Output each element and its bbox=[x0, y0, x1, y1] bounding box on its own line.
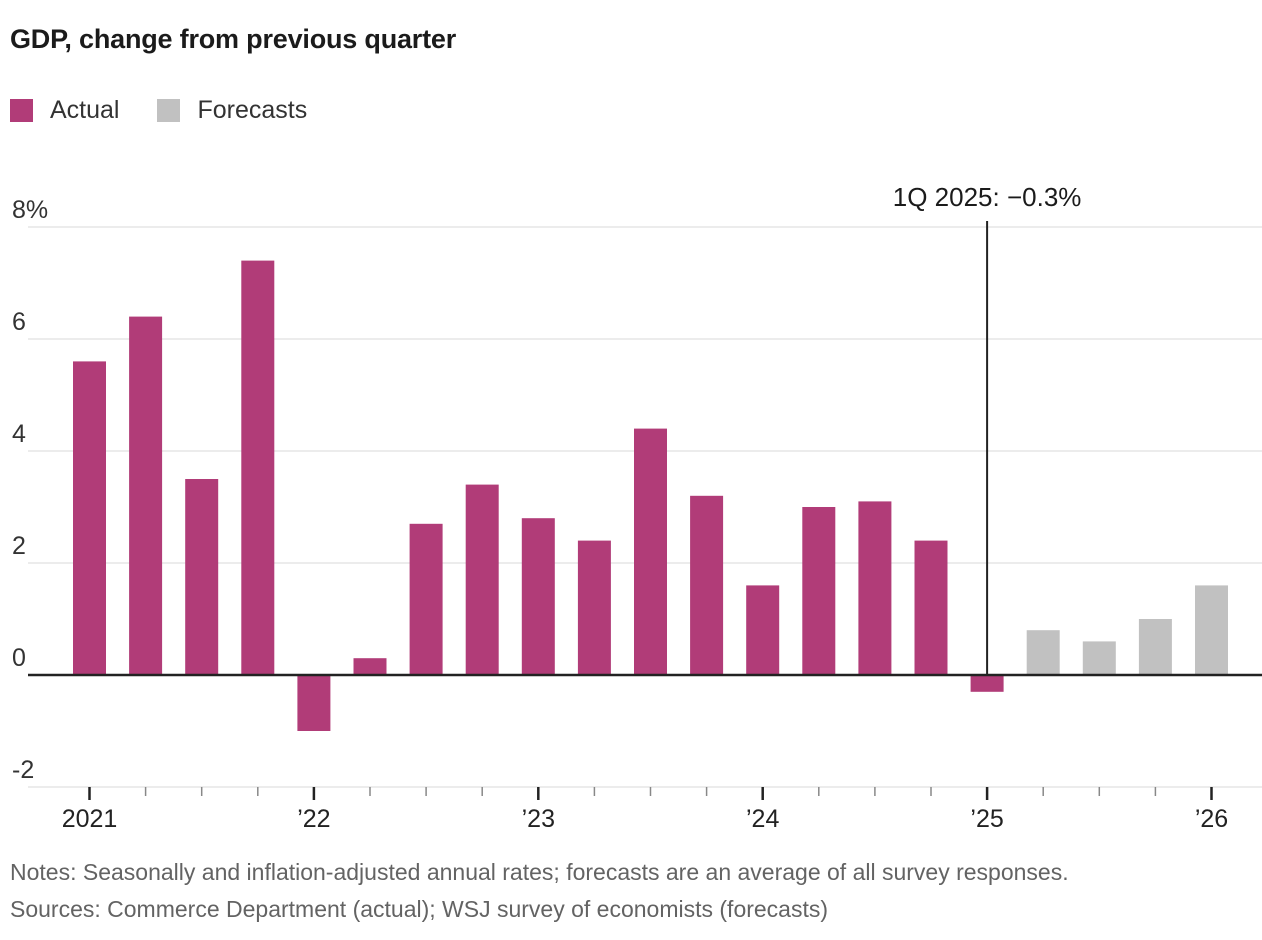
x-axis-label--24: ’24 bbox=[746, 805, 779, 833]
bar-forecasts-2025-q2 bbox=[1026, 630, 1060, 675]
legend-item-forecasts: Forecasts bbox=[157, 96, 307, 125]
bar-actual-2021-q1 bbox=[73, 361, 106, 675]
forecasts-swatch-icon bbox=[157, 99, 181, 122]
bar-forecasts-2025-q3 bbox=[1082, 641, 1116, 675]
bar-actual-2024-q3 bbox=[858, 501, 892, 675]
actual-swatch-icon bbox=[10, 99, 33, 122]
notes-text: Notes: Seasonally and inflation-adjusted… bbox=[10, 859, 1069, 885]
bar-actual-2022-q4 bbox=[465, 484, 499, 675]
x-axis-label--26: ’26 bbox=[1195, 805, 1228, 833]
sources-text: Sources: Commerce Department (actual); W… bbox=[10, 896, 829, 922]
y-axis-label-8: 8% bbox=[12, 196, 48, 224]
bar-actual-2025-q1 bbox=[970, 675, 1004, 692]
bar-actual-2023-q1 bbox=[521, 518, 555, 675]
annotation-label: 1Q 2025: −0.3% bbox=[893, 182, 1082, 212]
bar-actual-2024-q4 bbox=[914, 540, 948, 675]
x-axis-label--22: ’22 bbox=[297, 805, 330, 833]
y-axis-label-4: 4 bbox=[12, 420, 26, 448]
y-axis-label--2: -2 bbox=[12, 756, 34, 784]
bar-actual-2023-q2 bbox=[577, 540, 611, 675]
bar-actual-2023-q3 bbox=[634, 428, 667, 675]
legend-label-forecasts: Forecasts bbox=[197, 96, 308, 124]
x-axis-label--23: ’23 bbox=[522, 805, 555, 833]
bar-actual-2023-q4 bbox=[690, 495, 724, 675]
bar-actual-2021-q2 bbox=[129, 316, 163, 675]
bar-actual-2022-q1 bbox=[297, 675, 331, 731]
x-axis-label--25: ’25 bbox=[970, 805, 1003, 833]
bar-actual-2021-q3 bbox=[185, 479, 219, 675]
y-axis-label-2: 2 bbox=[12, 532, 26, 560]
x-axis-label-2021: 2021 bbox=[62, 805, 118, 833]
bar-forecasts-2025-q4 bbox=[1138, 619, 1172, 675]
y-axis-label-0: 0 bbox=[12, 644, 26, 672]
footer: Notes: Seasonally and inflation-adjusted… bbox=[10, 854, 1250, 928]
legend: Actual Forecasts bbox=[10, 96, 307, 125]
legend-item-actual: Actual bbox=[10, 96, 119, 125]
legend-label-actual: Actual bbox=[50, 96, 120, 124]
bar-forecasts-2026-q1 bbox=[1195, 585, 1228, 675]
bar-actual-2021-q4 bbox=[241, 260, 275, 675]
bar-actual-2024-q2 bbox=[802, 507, 836, 675]
bar-actual-2022-q3 bbox=[409, 523, 443, 675]
page-title: GDP, change from previous quarter bbox=[10, 24, 457, 54]
y-axis-label-6: 6 bbox=[12, 308, 26, 336]
bar-actual-2022-q2 bbox=[353, 658, 387, 675]
bar-actual-2024-q1 bbox=[746, 585, 780, 675]
